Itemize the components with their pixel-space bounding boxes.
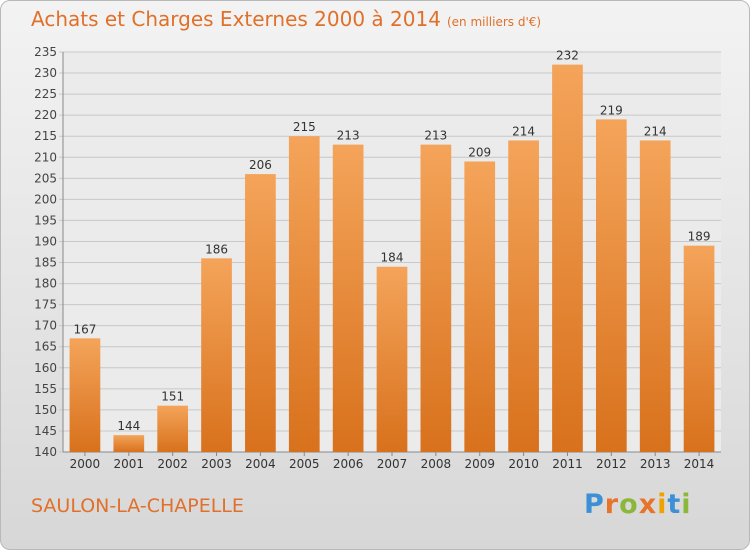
x-tick-label: 2014: [684, 457, 715, 471]
logo-letter: x: [638, 489, 658, 520]
y-tick-label: 205: [34, 171, 57, 185]
y-tick-label: 150: [34, 403, 57, 417]
x-tick-label: 2011: [552, 457, 583, 471]
x-tick-label: 2008: [421, 457, 452, 471]
logo-letter: i: [681, 489, 692, 520]
x-tick-label: 2006: [333, 457, 364, 471]
data-label: 214: [644, 124, 667, 138]
data-label: 213: [424, 129, 447, 143]
y-tick-label: 140: [34, 445, 57, 459]
x-tick-label: 2000: [70, 457, 101, 471]
x-tick-label: 2005: [289, 457, 320, 471]
bar-2014: [683, 245, 715, 452]
data-label: 219: [600, 103, 623, 117]
bar-2002: [157, 405, 189, 452]
y-tick-label: 210: [34, 150, 57, 164]
data-label: 213: [337, 129, 360, 143]
chart-subtitle: (en milliers d'€): [446, 15, 542, 29]
bar-2000: [69, 338, 101, 452]
data-label: 232: [556, 49, 579, 63]
y-tick-label: 165: [34, 340, 57, 354]
y-tick-label: 145: [34, 424, 57, 438]
bar-2011: [552, 64, 583, 452]
data-label: 214: [512, 124, 535, 138]
y-tick-label: 170: [34, 319, 57, 333]
bar-2008: [420, 144, 452, 452]
y-tick-label: 200: [34, 192, 57, 206]
bar-2012: [595, 119, 627, 453]
x-tick-label: 2009: [464, 457, 495, 471]
bar-2003: [201, 258, 232, 452]
x-tick-label: 2010: [508, 457, 539, 471]
logo-letter: i: [657, 489, 668, 520]
bar-2013: [639, 140, 671, 452]
y-tick-label: 235: [34, 45, 57, 59]
x-tick-label: 2013: [640, 457, 671, 471]
data-label: 151: [161, 390, 184, 404]
x-tick-label: 2001: [114, 457, 145, 471]
logo-letter: o: [619, 489, 639, 520]
x-tick-label: 2007: [377, 457, 408, 471]
data-label: 167: [73, 322, 96, 336]
x-tick-label: 2012: [596, 457, 627, 471]
y-tick-label: 155: [34, 382, 57, 396]
y-tick-label: 220: [34, 108, 57, 122]
bar-2007: [376, 266, 408, 452]
bar-2006: [332, 144, 364, 452]
x-tick-label: 2003: [201, 457, 232, 471]
y-tick-label: 215: [34, 129, 57, 143]
y-tick-label: 230: [34, 66, 57, 80]
x-tick-label: 2002: [157, 457, 188, 471]
data-label: 206: [249, 158, 272, 172]
data-label: 209: [468, 145, 491, 159]
bar-2009: [464, 161, 496, 452]
x-tick-label: 2004: [245, 457, 276, 471]
bar-2005: [288, 136, 320, 453]
logo-letter: P: [584, 489, 605, 520]
y-tick-label: 175: [34, 298, 57, 312]
data-label: 189: [688, 230, 711, 244]
chart-title: Achats et Charges Externes 2000 à 2014 (e…: [31, 7, 542, 31]
data-label: 186: [205, 242, 228, 256]
data-label: 144: [117, 419, 140, 433]
logo-letter: t: [667, 489, 682, 520]
y-tick-label: 185: [34, 256, 57, 270]
data-label: 184: [381, 251, 404, 265]
bar-2010: [508, 140, 539, 452]
y-tick-label: 160: [34, 361, 57, 375]
logo-letter: r: [604, 489, 620, 520]
y-tick-label: 195: [34, 213, 57, 227]
bar-2001: [113, 435, 145, 452]
y-tick-label: 190: [34, 234, 57, 248]
proxiti-logo[interactable]: Proxiti: [584, 489, 692, 520]
y-tick-label: 180: [34, 277, 57, 291]
data-label: 215: [293, 120, 316, 134]
bar-2004: [245, 174, 276, 452]
commune-name: SAULON-LA-CHAPELLE: [31, 495, 244, 517]
y-tick-label: 225: [34, 87, 57, 101]
